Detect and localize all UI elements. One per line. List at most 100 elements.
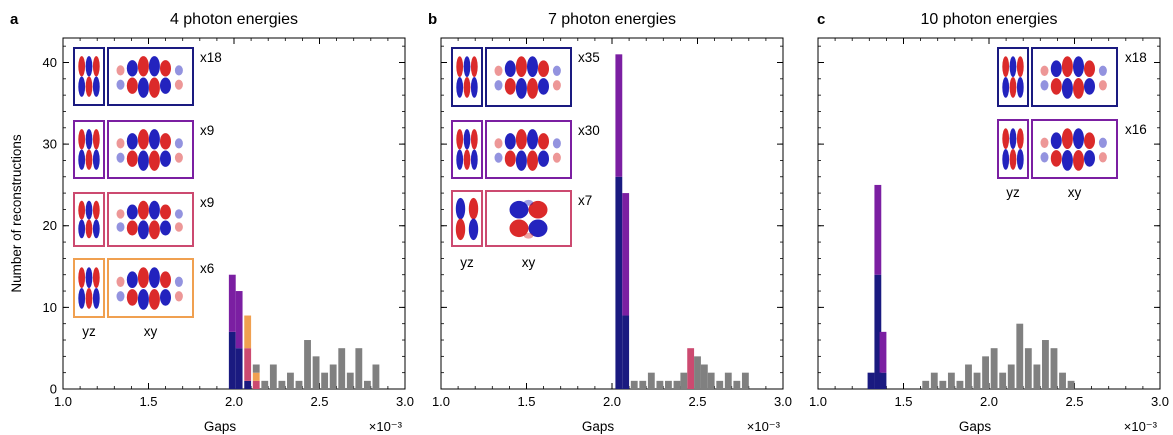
x-tick-label: 2.0 bbox=[225, 394, 243, 409]
xy-orbital-lobe bbox=[137, 200, 149, 220]
xy-orbital-lobe bbox=[160, 204, 171, 220]
yz-orbital-lobe bbox=[92, 288, 100, 309]
yz-orbital-lobe bbox=[470, 77, 478, 98]
xy-orbital-lobe bbox=[528, 200, 548, 219]
multiplicity-label: x9 bbox=[200, 123, 214, 138]
xy-orbital-lobe bbox=[1061, 128, 1073, 150]
xy-orbital-lobe bbox=[1050, 60, 1062, 77]
yz-orbital-lobe bbox=[85, 219, 93, 239]
yz-orbital-lobe bbox=[468, 197, 479, 220]
xy-orbital-lobe bbox=[126, 289, 138, 306]
y-axis-label: Number of reconstructions bbox=[9, 134, 24, 293]
xy-orbital-lobe bbox=[1073, 150, 1084, 171]
xy-orbital-lobe bbox=[523, 199, 534, 206]
xy-orbital-lobe bbox=[174, 291, 183, 302]
xy-orbital-lobe bbox=[504, 60, 516, 77]
yz-orbital-lobe bbox=[78, 129, 86, 150]
xy-orbital-lobe bbox=[160, 77, 171, 94]
inset-label-xy: xy bbox=[522, 255, 536, 270]
multiplicity-label: x18 bbox=[1125, 50, 1147, 65]
xy-orbital-lobe bbox=[126, 220, 138, 236]
x-tick-label: 2.0 bbox=[603, 394, 621, 409]
histogram-bar bbox=[252, 380, 260, 389]
histogram-bar bbox=[363, 380, 371, 389]
x-axis-label: Gaps bbox=[959, 419, 992, 434]
xy-inset-frame bbox=[107, 120, 194, 179]
histogram-bar bbox=[1024, 348, 1032, 389]
xy-orbital-lobe bbox=[1061, 150, 1073, 171]
histogram-bar bbox=[939, 380, 947, 389]
histogram-bar bbox=[982, 356, 989, 389]
y-tick-label: 10 bbox=[43, 300, 57, 315]
histogram-bar bbox=[956, 380, 964, 389]
xy-orbital-lobe bbox=[527, 150, 538, 171]
yz-orbital-lobe bbox=[85, 149, 93, 170]
x-tick-label: 3.0 bbox=[1151, 394, 1169, 409]
xy-orbital-lobe bbox=[1098, 65, 1107, 77]
xy-orbital-lobe bbox=[504, 150, 516, 167]
xy-orbital-lobe bbox=[137, 150, 149, 171]
xy-orbital-lobe bbox=[527, 129, 538, 150]
histogram-bar bbox=[930, 372, 938, 389]
histogram-bar bbox=[1007, 364, 1015, 389]
histogram-bar bbox=[372, 364, 380, 389]
yz-orbital-lobe bbox=[92, 76, 100, 97]
xy-orbital-lobe bbox=[148, 220, 160, 240]
xy-orbital-lobe bbox=[504, 133, 516, 150]
orbital-inset: x30 bbox=[451, 120, 600, 179]
xy-orbital-lobe bbox=[160, 133, 171, 150]
yz-orbital-lobe bbox=[78, 56, 86, 77]
panel-a: a 4 photon energies 1.0 1.5 2.0 2.5 3.0 0 10 20 30… bbox=[9, 11, 414, 434]
xy-orbital-lobe bbox=[515, 78, 527, 99]
xy-orbital-lobe bbox=[137, 220, 149, 240]
xy-orbital-lobe bbox=[160, 289, 171, 306]
histogram-bar bbox=[990, 348, 998, 389]
yz-orbital-lobe bbox=[92, 149, 100, 170]
y-tick-label: 30 bbox=[43, 137, 57, 152]
xy-inset-frame bbox=[107, 192, 194, 247]
yz-inset-frame bbox=[451, 190, 483, 247]
xy-inset-frame bbox=[1031, 119, 1118, 179]
orbital-inset: x16 bbox=[997, 119, 1147, 179]
yz-orbital-lobe bbox=[1009, 128, 1017, 150]
y-tick-label: 40 bbox=[43, 55, 57, 70]
xy-orbital-lobe bbox=[552, 152, 561, 163]
xy-orbital-lobe bbox=[116, 152, 125, 163]
yz-orbital-lobe bbox=[1016, 128, 1024, 150]
histogram-bar bbox=[630, 380, 638, 389]
xy-orbital-lobe bbox=[1040, 65, 1049, 77]
histogram-bar bbox=[879, 331, 887, 373]
yz-orbital-lobe bbox=[1016, 149, 1024, 170]
xy-orbital-lobe bbox=[126, 204, 138, 220]
inset-label-xy: xy bbox=[144, 324, 158, 339]
yz-orbital-lobe bbox=[78, 149, 86, 170]
xy-orbital-lobe bbox=[1040, 152, 1049, 163]
xy-orbital-lobe bbox=[174, 65, 183, 76]
yz-orbital-lobe bbox=[92, 267, 100, 288]
xy-orbital-lobe bbox=[538, 133, 549, 150]
xy-orbital-lobe bbox=[538, 78, 549, 95]
histogram-bar bbox=[973, 372, 981, 389]
xy-orbital-lobe bbox=[527, 78, 538, 99]
panel-letter: a bbox=[10, 11, 19, 28]
xy-orbital-lobe bbox=[1084, 132, 1095, 149]
histogram-bar bbox=[269, 364, 277, 389]
panel-letter: b bbox=[428, 11, 437, 28]
xy-orbital-lobe bbox=[494, 138, 503, 149]
xy-orbital-lobe bbox=[1084, 150, 1095, 167]
orbital-inset: x7 bbox=[451, 190, 592, 247]
xy-orbital-lobe bbox=[174, 209, 183, 219]
histogram-bar bbox=[321, 372, 329, 389]
x-tick-label: 2.5 bbox=[310, 394, 328, 409]
xy-orbital-lobe bbox=[137, 77, 149, 98]
histogram-bar bbox=[999, 372, 1007, 389]
inset-label-xy: xy bbox=[1068, 185, 1082, 200]
xy-orbital-lobe bbox=[504, 78, 516, 95]
yz-orbital-lobe bbox=[78, 288, 86, 309]
y-tick-label: 20 bbox=[43, 218, 57, 233]
xy-orbital-lobe bbox=[509, 219, 529, 238]
yz-orbital-lobe bbox=[1002, 149, 1010, 170]
xy-orbital-lobe bbox=[515, 56, 527, 77]
x-tick-label: 1.5 bbox=[139, 394, 157, 409]
xy-orbital-lobe bbox=[552, 80, 561, 91]
